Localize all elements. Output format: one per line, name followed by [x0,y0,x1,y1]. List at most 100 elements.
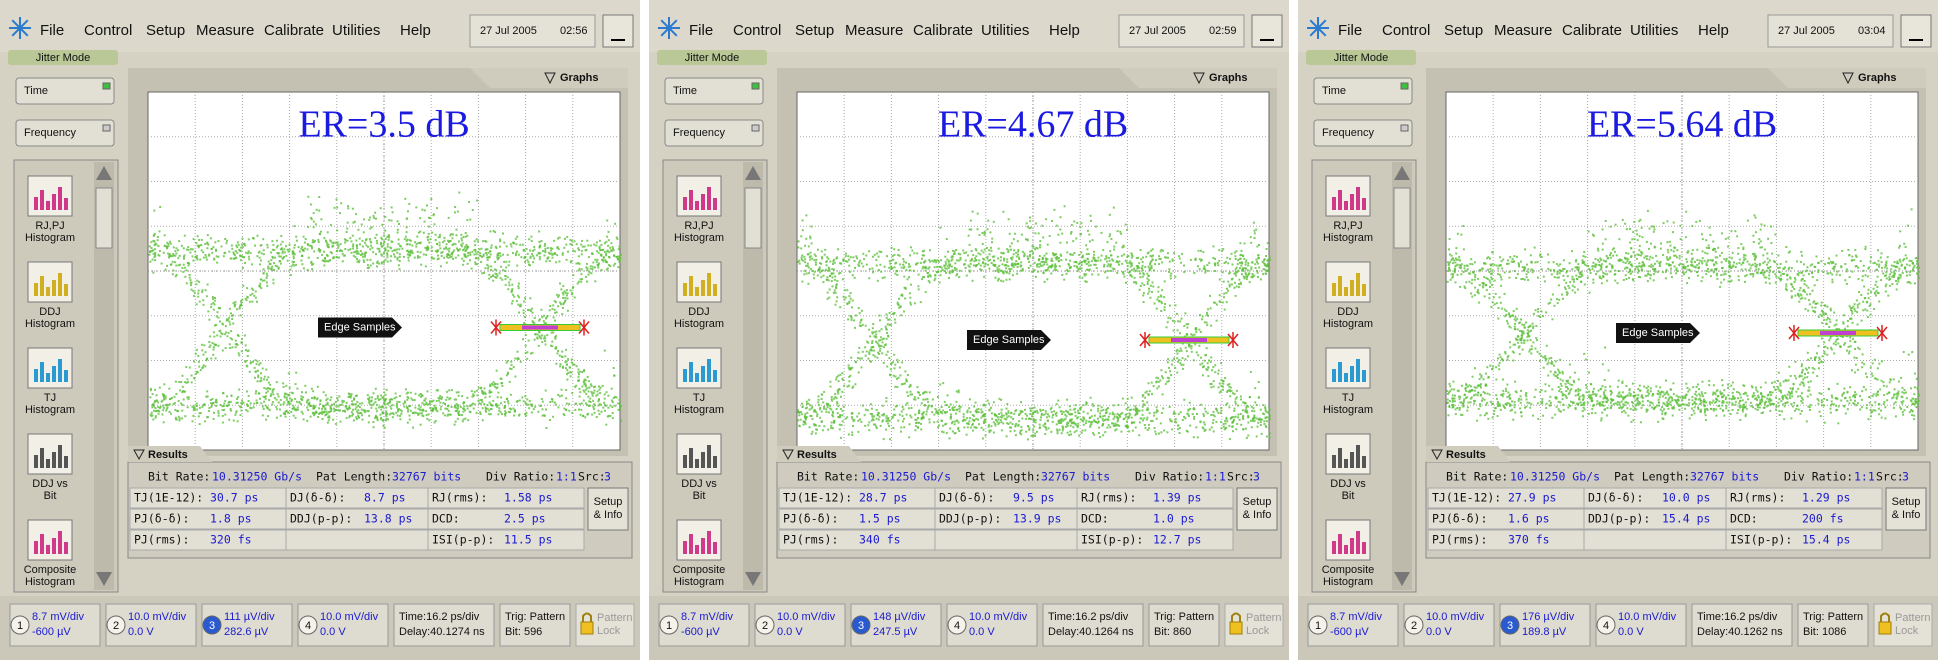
menu-item[interactable]: Control [84,22,132,39]
sample-dot [959,410,961,412]
sample-dot [219,321,221,323]
sample-dot [407,254,409,256]
sample-dot [887,323,889,325]
sample-dot [859,325,861,327]
sample-dot [557,350,559,352]
sample-dot [192,248,194,250]
sample-dot [317,386,319,388]
sample-dot [984,413,986,415]
graphs-tab-label[interactable]: Graphs [560,72,599,84]
sample-dot [157,236,159,238]
sample-dot [1125,224,1127,226]
sample-dot [1133,409,1135,411]
sample-dot [265,392,267,394]
sample-dot [509,368,511,370]
sample-dot [485,267,487,269]
sample-dot [878,353,880,355]
menu-item[interactable]: Help [1049,22,1080,39]
sample-dot [409,255,411,257]
sample-dot [202,251,204,253]
sample-dot [973,406,975,408]
menu-item[interactable]: File [40,22,64,39]
menu-item[interactable]: Measure [196,22,254,39]
sample-dot [917,386,919,388]
sample-dot [383,399,385,401]
sample-dot [199,259,201,261]
graphs-tab-label[interactable]: Graphs [1209,72,1248,84]
sample-dot [258,392,260,394]
sample-dot [283,248,285,250]
sample-dot [477,251,479,253]
sample-dot [311,388,313,390]
sample-dot [329,399,331,401]
sample-dot [1113,404,1115,406]
menu-item[interactable]: Utilities [332,22,380,39]
sample-dot [822,269,824,271]
sample-dot [1214,364,1216,366]
sample-dot [418,405,420,407]
sample-dot [240,300,242,302]
sample-dot [422,410,424,412]
sample-dot [435,239,437,241]
sample-dot [819,425,821,427]
sample-dot [465,232,467,234]
sample-dot [858,347,860,349]
sample-dot [295,383,297,385]
sample-dot [1179,258,1181,260]
menu-item[interactable]: Utilities [981,22,1029,39]
menu-item[interactable]: Control [733,22,781,39]
results-tab-label[interactable]: Results [148,449,188,461]
sample-dot [569,371,571,373]
sample-dot [267,376,269,378]
sample-dot [212,296,214,298]
sample-dot [1070,425,1072,427]
sample-dot [1029,413,1031,415]
sample-dot [407,257,409,259]
sample-dot [588,387,590,389]
sample-dot [154,259,156,261]
sample-dot [337,243,339,245]
sample-dot [490,254,492,256]
menu-item[interactable]: Setup [795,22,834,39]
sample-dot [183,399,185,401]
sample-dot [943,431,945,433]
sample-dot [878,345,880,347]
menu-item[interactable]: Measure [845,22,903,39]
sample-dot [1134,277,1136,279]
sample-dot [809,259,811,261]
sample-dot [420,251,422,253]
menu-item[interactable]: File [689,22,713,39]
results-value: 320 fs [210,533,252,547]
sample-dot [396,405,398,407]
sample-dot [355,416,357,418]
menu-item[interactable]: Calibrate [264,22,324,39]
sample-dot [325,240,327,242]
sample-dot [429,407,431,409]
minimize-button[interactable] [1252,15,1282,47]
sample-dot [330,408,332,410]
menu-item[interactable]: Help [400,22,431,39]
sample-dot [349,415,351,417]
sample-dot [862,351,864,353]
sample-dot [561,351,563,353]
sample-dot [346,417,348,419]
icon-bar [689,534,693,554]
menu-item[interactable]: Calibrate [913,22,973,39]
sample-dot [1010,427,1012,429]
sample-dot [203,304,205,306]
sample-dot [463,260,465,262]
sample-dot [1142,295,1144,297]
sample-dot [493,381,495,383]
menu-item[interactable]: Setup [146,22,185,39]
sample-dot [544,245,546,247]
minimize-button[interactable] [603,15,633,47]
sample-dot [1254,232,1256,234]
sample-dot [460,234,462,236]
sample-dot [213,412,215,414]
sample-dot [606,251,608,253]
sample-dot [299,251,301,253]
sample-dot [312,263,314,265]
sample-dot [1257,257,1259,259]
sample-dot [570,261,572,263]
sample-dot [523,300,525,302]
